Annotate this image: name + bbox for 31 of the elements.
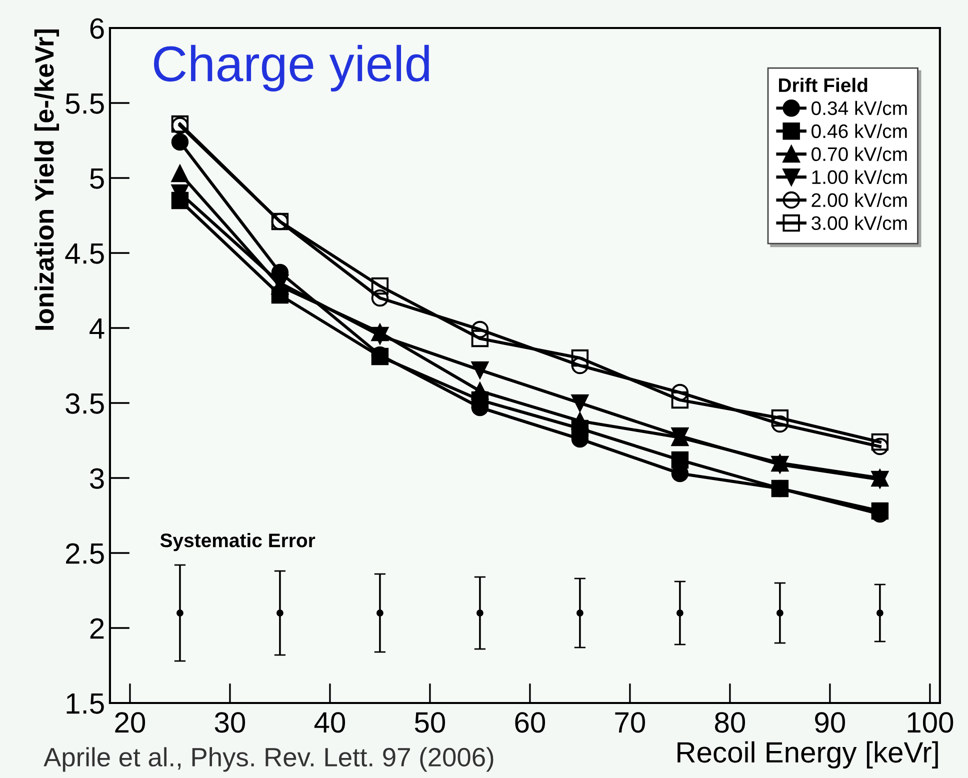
legend-label: 0.70 kV/cm <box>812 146 907 162</box>
legend-label: 1.00 kV/cm <box>812 170 907 184</box>
y-tick-label: 5 <box>90 168 104 189</box>
y-tick-label: 6 <box>90 18 104 39</box>
legend-label: 3.00 kV/cm <box>812 216 907 230</box>
y-tick-label: 3 <box>90 468 104 489</box>
x-tick-label: 70 <box>615 712 646 733</box>
y-axis-title: Ionization Yield [e-/keVr] <box>34 29 60 330</box>
x-tick-label: 60 <box>515 712 546 733</box>
legend-label: 2.00 kV/cm <box>812 192 907 208</box>
text: Aprile et al., Phys. Rev. Lett. 97 (2006) <box>44 747 494 772</box>
y-tick-label: 2 <box>90 618 104 639</box>
x-tick-label: 80 <box>714 712 746 733</box>
y-tick-label: 2.5 <box>66 543 104 564</box>
x-axis-title: Recoil Energy [keVr] <box>678 741 938 768</box>
x-tick-label: 40 <box>314 712 346 733</box>
y-tick-label: 1.5 <box>66 694 104 714</box>
y-tick-label: 5.5 <box>66 94 104 114</box>
annotation: Systematic Error <box>160 533 316 552</box>
y-tick-label: 4.5 <box>65 244 104 264</box>
y-tick-label: 4 <box>90 318 104 339</box>
legend-title: Drift Field <box>779 78 868 92</box>
x-tick-label: 20 <box>115 712 146 733</box>
chart-title: Charge yield <box>154 44 429 92</box>
x-tick-label: 90 <box>815 712 846 733</box>
legend-label: 0.34 kV/cm <box>812 100 907 116</box>
y-tick-label: 3.5 <box>66 393 104 414</box>
x-tick-label: 30 <box>214 712 246 733</box>
x-tick-label: 100 <box>908 712 954 733</box>
legend-label: 0.46 kV/cm <box>812 124 907 138</box>
x-tick-label: 50 <box>414 712 446 733</box>
